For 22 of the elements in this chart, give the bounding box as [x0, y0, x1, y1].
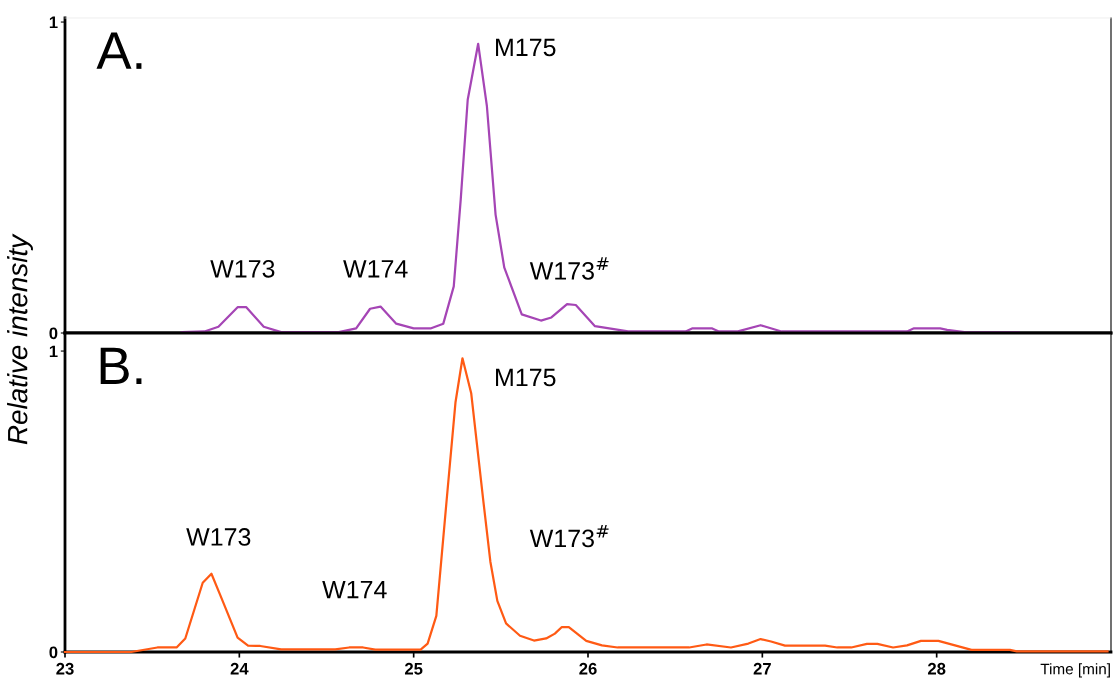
- y-tick-label: 0: [49, 327, 58, 340]
- y-tick-label: 1: [49, 16, 58, 29]
- x-tick-label: 27: [753, 662, 771, 675]
- annotation: W173$^{#}$: [529, 257, 609, 280]
- x-tick-label: 23: [56, 662, 74, 675]
- x-tick-label: 26: [579, 662, 597, 675]
- x-tick-label: 24: [230, 662, 249, 675]
- annotation: W174: [343, 260, 408, 278]
- y-tick-label: 1: [49, 345, 58, 358]
- annotation: W173: [210, 259, 275, 278]
- annotation: A.: [96, 32, 142, 69]
- annotation: B.: [100, 347, 142, 385]
- annotation: M175: [496, 368, 556, 387]
- annotation: W173: [186, 528, 251, 546]
- x-tick-label: 28: [927, 662, 946, 675]
- annotation: W174: [322, 580, 387, 599]
- y-axis-title: Relative intensity: [7, 233, 33, 445]
- annotation: W173$^{#}$: [529, 524, 609, 548]
- x-tick-label: 25: [404, 662, 423, 675]
- x-axis-title: Time [min]: [1040, 663, 1110, 678]
- annotation: M175: [496, 38, 556, 57]
- y-tick-label: 0: [49, 646, 58, 659]
